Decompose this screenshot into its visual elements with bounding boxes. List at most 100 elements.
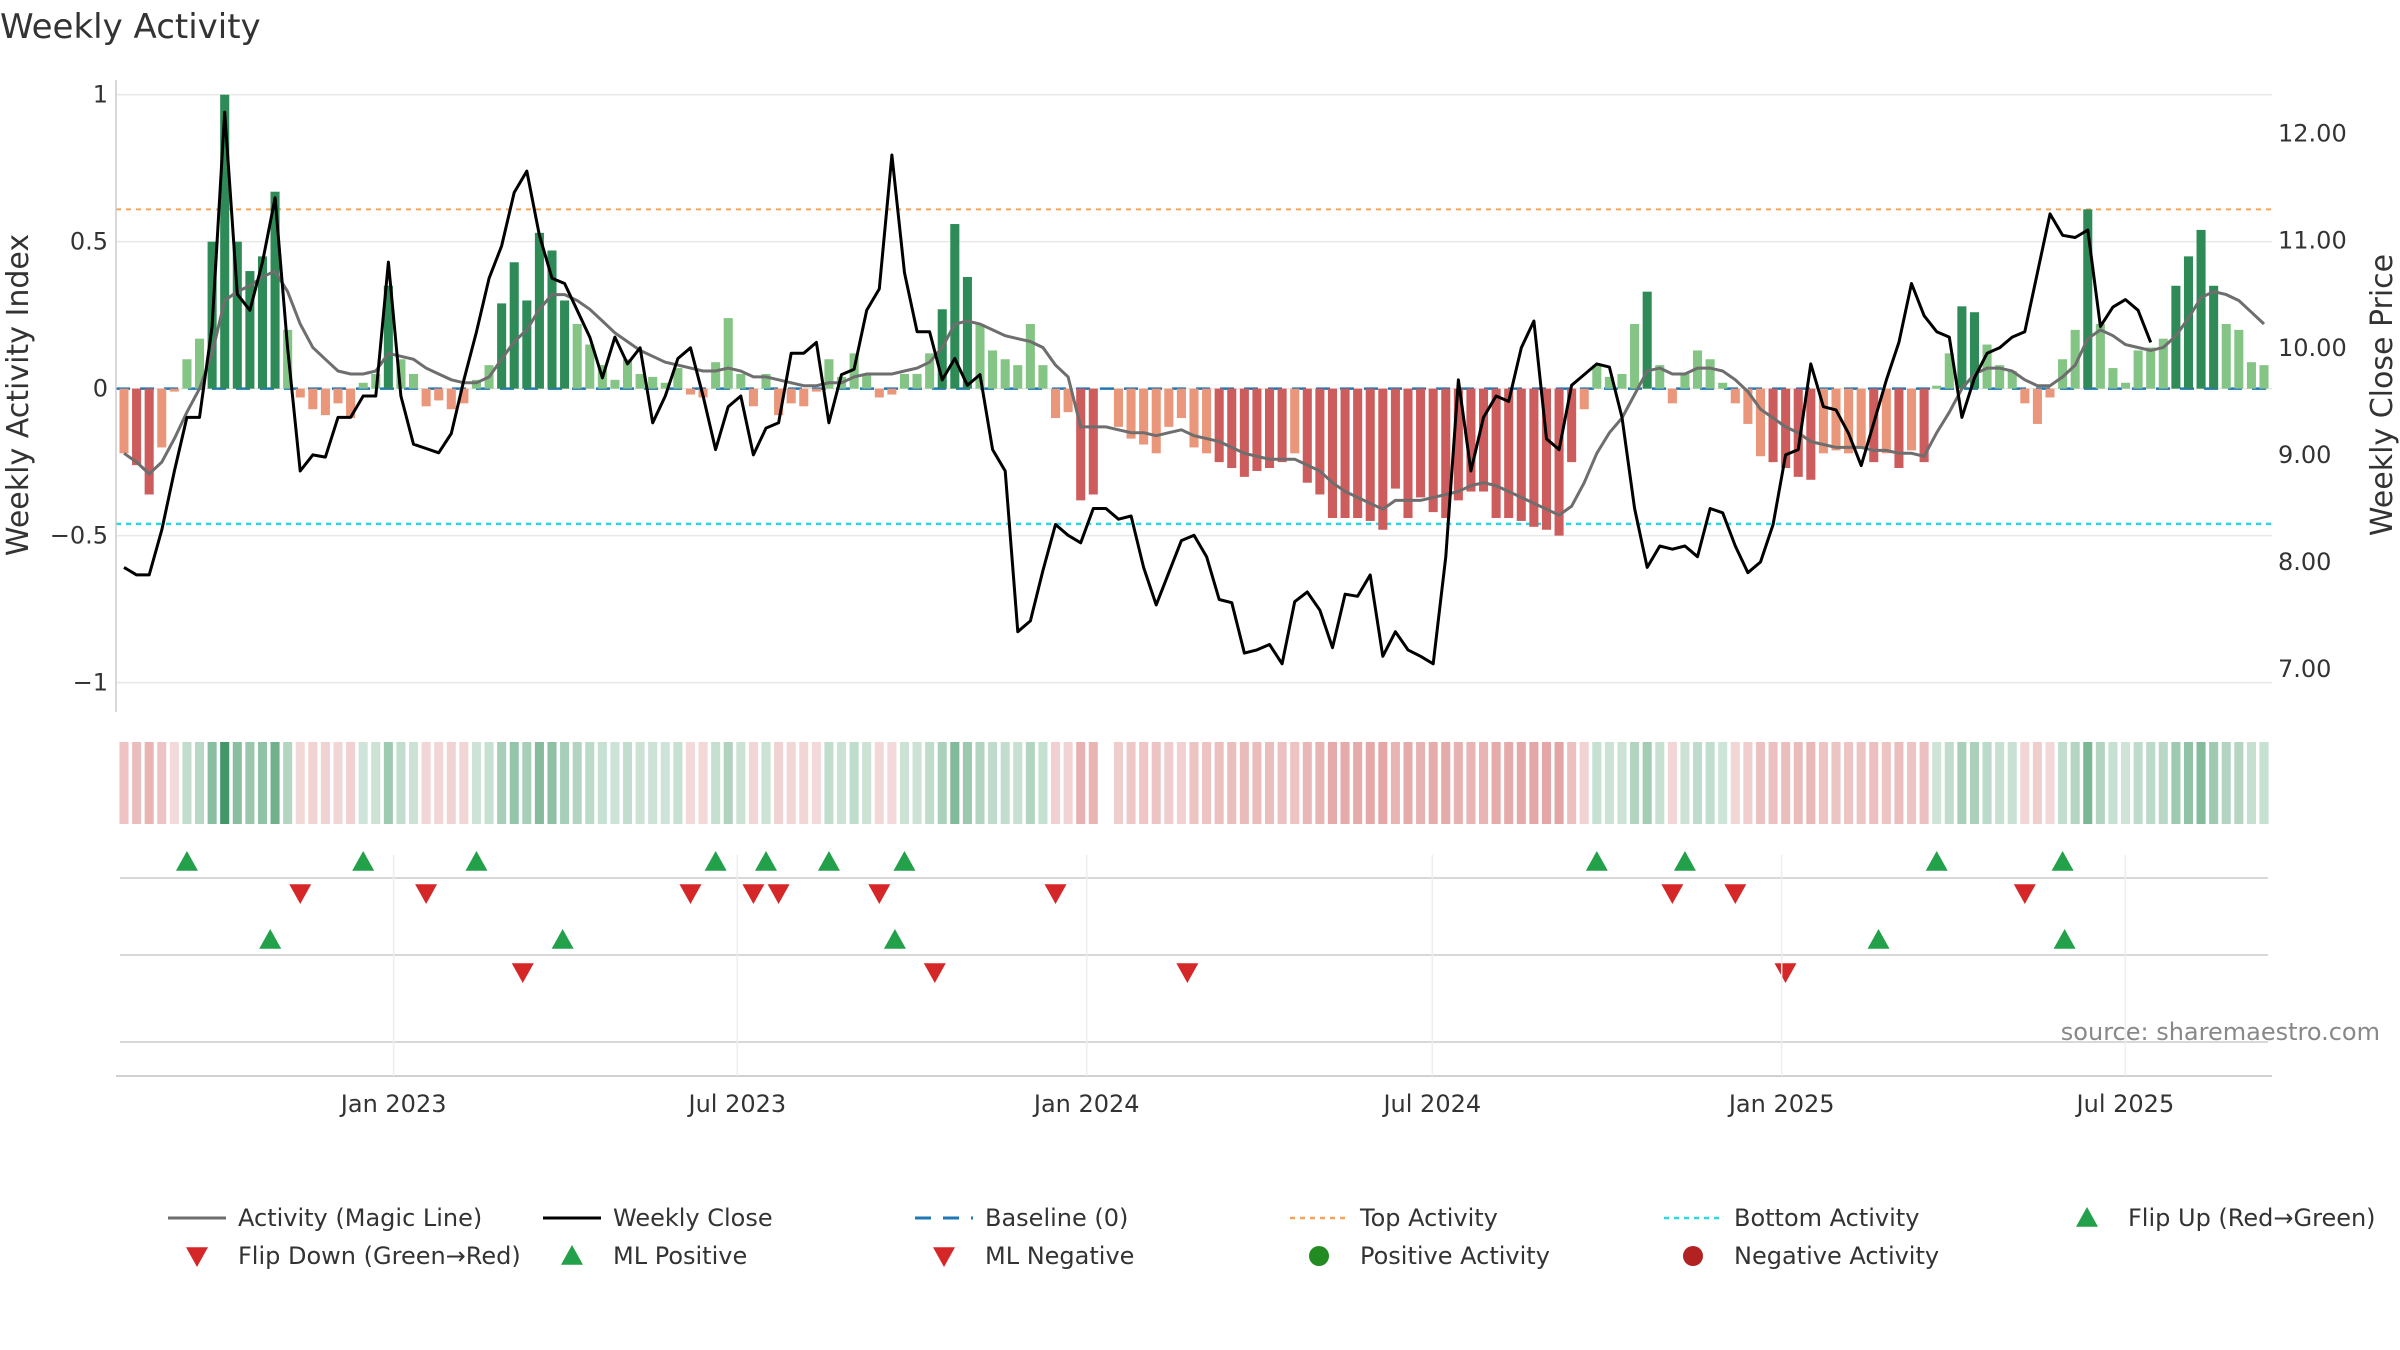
activity-bar xyxy=(270,191,280,389)
activity-bar xyxy=(1957,306,1967,389)
flip-down-marker xyxy=(289,884,312,904)
strip-cell xyxy=(610,742,620,824)
strip-cell xyxy=(1113,742,1124,824)
activity-bar xyxy=(497,303,507,389)
ml-negative-marker xyxy=(1774,963,1797,983)
x-tick-label: Jan 2024 xyxy=(1032,1090,1140,1118)
strip-cell xyxy=(1692,742,1703,824)
activity-bar xyxy=(2020,388,2030,404)
strip-cell xyxy=(824,742,834,824)
strip-cell xyxy=(1818,742,1828,824)
strip-cell xyxy=(1529,742,1539,824)
flip-up-marker xyxy=(893,851,916,871)
strip-cell xyxy=(446,742,456,824)
activity-bar xyxy=(182,359,192,389)
activity-bar xyxy=(2095,323,2105,389)
series-lines xyxy=(123,110,2266,666)
activity-bar xyxy=(522,300,532,389)
activity-bar xyxy=(220,94,230,389)
activity-bar xyxy=(1025,323,1035,389)
activity-bar xyxy=(1088,388,1098,495)
strip-cell xyxy=(1403,742,1413,824)
strip-cell xyxy=(912,742,922,824)
strip-cell xyxy=(811,742,821,824)
activity-bar xyxy=(2120,382,2131,389)
strip-cell xyxy=(257,742,268,824)
strip-cell xyxy=(2209,742,2219,824)
activity-bar xyxy=(660,382,670,389)
weekly-close-series xyxy=(123,110,2153,666)
strip-cell xyxy=(207,742,217,824)
activity-bar xyxy=(157,388,167,448)
activity-bar xyxy=(622,359,633,389)
activity-bar xyxy=(119,388,129,454)
strip-cell xyxy=(673,742,683,824)
ml-negative-marker xyxy=(511,963,534,983)
strip-cell xyxy=(849,742,859,824)
strip-cell xyxy=(1013,742,1023,824)
strip-cell xyxy=(157,742,167,824)
strip-cell xyxy=(1126,742,1136,824)
flip-down-marker xyxy=(1661,884,1684,904)
strip-cell xyxy=(2020,742,2030,824)
strip-cell xyxy=(1604,742,1614,824)
strip-cell xyxy=(698,742,708,824)
strip-cell xyxy=(1667,742,1677,824)
strip-cell xyxy=(937,742,947,824)
strip-cell xyxy=(1239,742,1249,824)
legend-label: Weekly Close xyxy=(613,1204,773,1232)
activity-bar xyxy=(2045,388,2055,398)
strip-cell xyxy=(459,742,469,824)
strip-cell xyxy=(635,742,645,824)
activity-bar xyxy=(2221,323,2231,389)
activity-bar xyxy=(1844,388,1854,454)
activity-bars xyxy=(119,94,2269,536)
strip-cell xyxy=(333,742,343,824)
activity-bar xyxy=(1894,388,1904,469)
strip-cell xyxy=(1969,742,1980,824)
activity-bar xyxy=(2058,359,2068,389)
activity-bar xyxy=(194,338,205,389)
legend-item: Bottom Activity xyxy=(1664,1204,1919,1232)
activity-bar xyxy=(811,388,821,392)
strip-cell xyxy=(1944,742,1954,824)
activity-bar xyxy=(2158,338,2168,389)
flip-up-marker xyxy=(175,851,198,871)
activity-bar xyxy=(2259,365,2269,389)
activity-bar xyxy=(1818,388,1828,454)
activity-bar xyxy=(862,373,872,389)
strip-cell xyxy=(1214,742,1224,824)
activity-bar xyxy=(2183,256,2194,389)
activity-bar xyxy=(245,271,255,389)
activity-bar xyxy=(1667,388,1677,404)
activity-bar xyxy=(1000,359,1010,389)
strip-cell xyxy=(2095,742,2105,824)
ml-positive-marker xyxy=(2053,929,2076,949)
strip-cell xyxy=(1453,742,1463,824)
activity-bar xyxy=(912,373,922,389)
strip-cell xyxy=(1189,742,1199,824)
strip-cell xyxy=(547,742,557,824)
strip-cell xyxy=(723,742,733,824)
activity-bar xyxy=(1919,388,1929,463)
activity-bar xyxy=(1176,388,1186,419)
strip-cell xyxy=(1541,742,1552,824)
strip-cell xyxy=(371,742,381,824)
strip-cell xyxy=(685,742,696,824)
activity-bar xyxy=(1189,388,1199,448)
strip-cell xyxy=(774,742,784,824)
strip-cell xyxy=(1302,742,1312,824)
strip-cell xyxy=(1038,742,1048,824)
strip-cell xyxy=(1642,742,1652,824)
strip-cell xyxy=(144,742,154,824)
activity-bar xyxy=(887,388,897,395)
source-label: source: sharemaestro.com xyxy=(2061,1018,2380,1046)
strip-cell xyxy=(1718,742,1728,824)
strip-cell xyxy=(346,742,356,824)
activity-bar xyxy=(748,388,758,407)
strip-cell xyxy=(497,742,507,824)
activity-bar xyxy=(1202,388,1212,454)
flip-down-marker xyxy=(742,884,765,904)
activity-bar xyxy=(635,373,645,389)
activity-bar xyxy=(1705,359,1715,389)
